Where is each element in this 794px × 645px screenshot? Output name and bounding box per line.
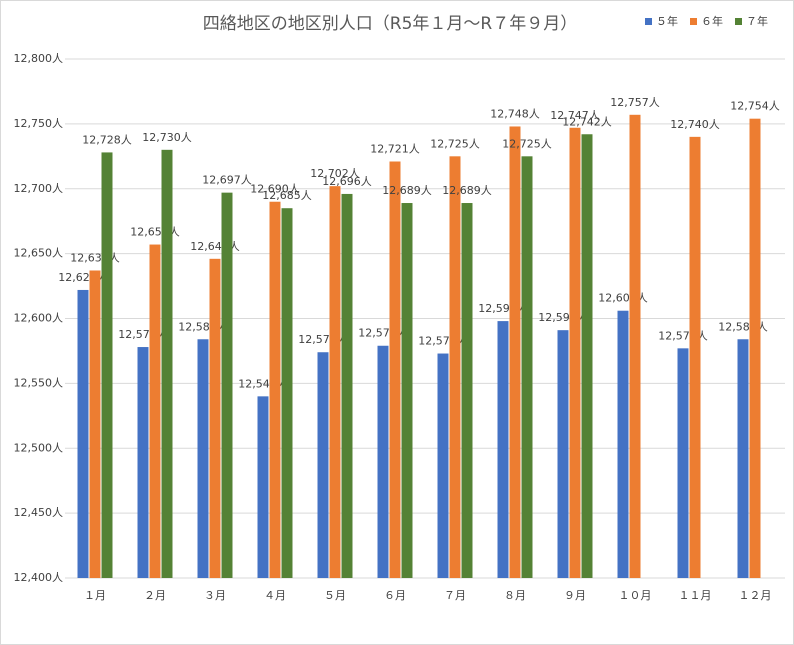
- bar: [101, 152, 113, 579]
- x-tick-label: ６月: [384, 589, 406, 602]
- x-tick-label: １１月: [679, 589, 712, 602]
- bar: [149, 244, 161, 579]
- bar: [329, 186, 341, 578]
- data-label: 12,725人: [430, 137, 480, 150]
- data-label: 12,697人: [202, 174, 252, 187]
- y-tick-label: 12,800人: [14, 52, 64, 65]
- bar: [437, 353, 449, 578]
- x-tick-label: ３月: [204, 589, 226, 602]
- bar: [317, 352, 329, 578]
- bar: [449, 156, 461, 578]
- bar: [737, 339, 749, 578]
- bar: [461, 203, 473, 578]
- data-label: 12,728人: [82, 133, 132, 146]
- x-tick-label: ７月: [444, 589, 466, 602]
- x-tick-label: ４月: [264, 589, 286, 602]
- data-label: 12,689人: [442, 184, 492, 197]
- bar: [689, 136, 701, 578]
- bar: [197, 339, 209, 578]
- data-label: 12,730人: [142, 131, 192, 144]
- bar: [749, 118, 761, 578]
- y-tick-label: 12,700人: [14, 182, 64, 195]
- y-tick-label: 12,550人: [14, 376, 64, 389]
- data-label: 12,740人: [670, 118, 720, 131]
- bar: [581, 134, 593, 578]
- y-tick-label: 12,650人: [14, 247, 64, 260]
- bar: [281, 208, 293, 578]
- bar: [557, 330, 569, 578]
- bar: [377, 345, 389, 578]
- data-label: 12,721人: [370, 143, 420, 156]
- bar: [161, 149, 173, 578]
- x-tick-label: １０月: [619, 589, 652, 602]
- bar: [617, 310, 629, 578]
- data-label: 12,685人: [262, 189, 312, 202]
- data-label: 12,689人: [382, 184, 432, 197]
- x-tick-label: １２月: [739, 589, 772, 602]
- y-tick-label: 12,600人: [14, 312, 64, 325]
- bar: [497, 321, 509, 578]
- bar: [629, 114, 641, 578]
- bar: [77, 289, 89, 578]
- data-label: 12,702人: [310, 167, 360, 180]
- x-tick-label: １月: [84, 589, 106, 602]
- bar: [509, 126, 521, 578]
- y-tick-label: 12,450人: [14, 506, 64, 519]
- data-label: 12,747人: [550, 109, 600, 122]
- legend-label: ６年: [701, 14, 723, 28]
- bar: [389, 161, 401, 578]
- x-tick-label: ５月: [324, 589, 346, 602]
- legend-label: ７年: [746, 14, 768, 28]
- chart-title: 四絡地区の地区別人口（R5年１月～R７年９月）: [203, 14, 577, 34]
- data-label: 12,696人: [322, 175, 372, 188]
- bar: [137, 347, 149, 578]
- bar: [341, 193, 353, 578]
- data-label: 12,725人: [502, 137, 552, 150]
- legend-swatch: [645, 18, 652, 25]
- data-label: 12,742人: [562, 115, 612, 128]
- y-tick-label: 12,750人: [14, 117, 64, 130]
- data-label: 12,748人: [490, 107, 540, 120]
- data-label: 12,690人: [250, 183, 300, 196]
- legend-label: ５年: [656, 14, 678, 28]
- x-tick-label: ８月: [504, 589, 526, 602]
- bar: [269, 201, 281, 578]
- bar: [401, 203, 413, 578]
- x-tick-label: ９月: [564, 589, 586, 602]
- data-label: 12,757人: [610, 96, 660, 109]
- data-label: 12,754人: [730, 100, 780, 113]
- y-tick-label: 12,500人: [14, 441, 64, 454]
- bar: [209, 258, 221, 578]
- bar: [221, 192, 233, 578]
- legend-swatch: [690, 18, 697, 25]
- bar: [677, 348, 689, 578]
- bar: [569, 127, 581, 578]
- bar: [257, 396, 269, 578]
- bar: [521, 156, 533, 578]
- x-tick-label: ２月: [144, 589, 166, 602]
- y-tick-label: 12,400人: [14, 571, 64, 584]
- bar: [89, 270, 101, 578]
- legend-swatch: [735, 18, 742, 25]
